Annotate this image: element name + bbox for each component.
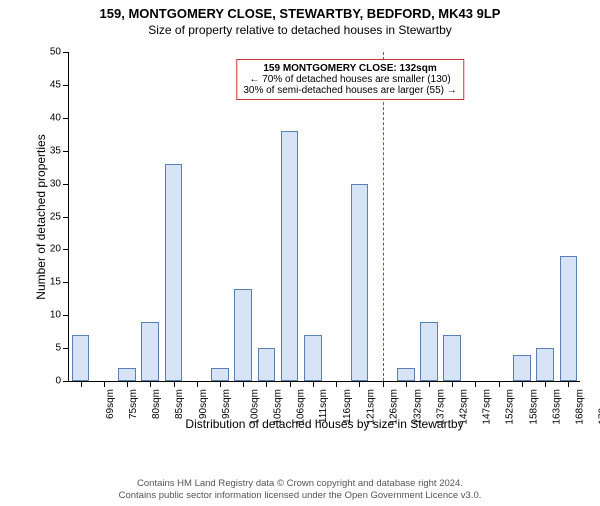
x-tick-label: 95sqm: [221, 389, 232, 419]
page-subtitle: Size of property relative to detached ho…: [0, 23, 600, 37]
y-tick-label: 35: [50, 145, 69, 156]
bar: [141, 322, 159, 381]
bar: [351, 184, 369, 381]
annotation-title: 159 MONTGOMERY CLOSE: 132sqm: [243, 63, 456, 74]
x-tick: [290, 381, 291, 387]
x-tick: [81, 381, 82, 387]
bar: [397, 368, 415, 381]
x-tick-label: 90sqm: [198, 389, 209, 419]
x-tick-label: 80sqm: [151, 389, 162, 419]
chart: Number of detached properties Distributi…: [38, 52, 586, 432]
x-tick-label: 163sqm: [552, 389, 563, 425]
x-tick-label: 111sqm: [318, 389, 329, 423]
x-tick: [174, 381, 175, 387]
x-tick: [313, 381, 314, 387]
y-tick-label: 50: [50, 47, 69, 58]
x-tick: [545, 381, 546, 387]
bar: [420, 322, 438, 381]
bar: [536, 348, 554, 381]
x-tick-label: 168sqm: [575, 389, 586, 425]
x-tick-label: 85sqm: [174, 389, 185, 419]
x-tick-label: 106sqm: [296, 389, 307, 425]
footer: Contains HM Land Registry data © Crown c…: [0, 478, 600, 502]
x-tick: [522, 381, 523, 387]
plot-area: Number of detached properties Distributi…: [68, 52, 580, 382]
y-tick-label: 25: [50, 211, 69, 222]
bar: [165, 164, 183, 381]
y-tick-label: 5: [55, 343, 69, 354]
bar: [513, 355, 531, 381]
x-tick: [336, 381, 337, 387]
x-tick: [127, 381, 128, 387]
x-tick: [197, 381, 198, 387]
x-tick: [406, 381, 407, 387]
y-tick-label: 0: [55, 376, 69, 387]
x-tick-label: 132sqm: [412, 389, 423, 425]
bar: [560, 256, 578, 381]
annotation-line: ← 70% of detached houses are smaller (13…: [243, 74, 456, 85]
x-tick: [475, 381, 476, 387]
x-tick-label: 137sqm: [435, 389, 446, 425]
y-tick-label: 45: [50, 79, 69, 90]
y-tick-label: 40: [50, 112, 69, 123]
x-tick-label: 116sqm: [342, 389, 353, 424]
x-tick: [104, 381, 105, 387]
x-tick-label: 126sqm: [389, 389, 400, 425]
x-tick: [266, 381, 267, 387]
x-tick: [383, 381, 384, 387]
x-tick: [568, 381, 569, 387]
x-tick-label: 142sqm: [459, 389, 470, 425]
marker-line: [383, 52, 384, 381]
page-title: 159, MONTGOMERY CLOSE, STEWARTBY, BEDFOR…: [0, 6, 600, 21]
y-tick-label: 15: [50, 277, 69, 288]
x-tick: [243, 381, 244, 387]
bar: [234, 289, 252, 381]
bar: [211, 368, 229, 381]
x-tick-label: 69sqm: [105, 389, 116, 419]
x-tick-label: 121sqm: [366, 389, 377, 425]
bar: [118, 368, 136, 381]
x-tick-label: 100sqm: [250, 389, 261, 425]
bar: [258, 348, 276, 381]
bar: [72, 335, 90, 381]
x-tick-label: 105sqm: [273, 389, 284, 425]
x-tick-label: 158sqm: [528, 389, 539, 425]
x-tick-label: 152sqm: [505, 389, 516, 425]
footer-line-2: Contains public sector information licen…: [0, 490, 600, 502]
x-tick-label: 147sqm: [482, 389, 493, 425]
annotation-line: 30% of semi-detached houses are larger (…: [243, 85, 456, 96]
y-tick-label: 30: [50, 178, 69, 189]
bar: [443, 335, 461, 381]
y-axis-title: Number of detached properties: [34, 134, 48, 299]
bar: [281, 131, 299, 381]
y-tick-label: 20: [50, 244, 69, 255]
x-tick: [499, 381, 500, 387]
annotation-box: 159 MONTGOMERY CLOSE: 132sqm← 70% of det…: [236, 59, 463, 100]
x-tick: [220, 381, 221, 387]
footer-line-1: Contains HM Land Registry data © Crown c…: [0, 478, 600, 490]
bar: [304, 335, 322, 381]
x-tick-label: 75sqm: [128, 389, 139, 419]
x-tick: [150, 381, 151, 387]
x-tick: [359, 381, 360, 387]
y-tick-label: 10: [50, 310, 69, 321]
x-tick: [429, 381, 430, 387]
x-tick: [452, 381, 453, 387]
